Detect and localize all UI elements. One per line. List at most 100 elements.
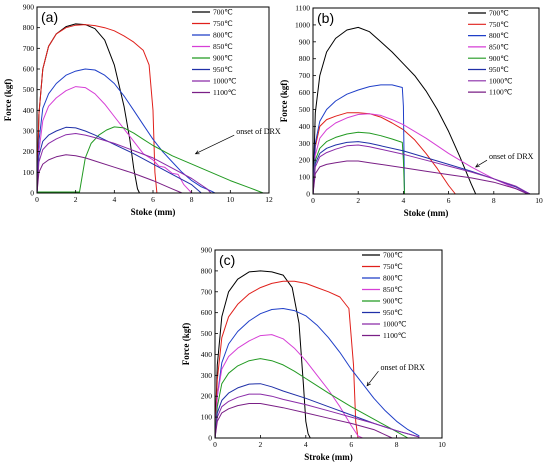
- y-tick-label: 800: [299, 54, 311, 63]
- x-tick-label: 12: [265, 195, 273, 204]
- legend-label-950: 950℃: [383, 308, 403, 317]
- plot-frame: [312, 7, 540, 195]
- series-line-1100: [312, 160, 528, 195]
- annotation-drx: onset of DRX: [194, 127, 281, 155]
- panel-label: (c): [219, 252, 235, 268]
- y-tick-label: 500: [201, 329, 213, 338]
- y-tick-label: 800: [201, 266, 213, 275]
- y-tick-label: 600: [23, 65, 35, 74]
- legend-label-750: 750℃: [213, 19, 233, 28]
- annotation-text: onset of DRX: [380, 363, 425, 372]
- series-line-750: [214, 280, 359, 439]
- series-line-1000: [312, 144, 531, 195]
- legend-label-900: 900℃: [213, 54, 233, 63]
- series-line-1100: [214, 403, 393, 439]
- x-tick-label: 4: [304, 440, 308, 449]
- x-tick-label: 10: [438, 440, 446, 449]
- legend-label-950: 950℃: [489, 65, 509, 74]
- x-tick-label: 8: [492, 196, 496, 205]
- x-tick-label: 8: [395, 440, 399, 449]
- series-line-700: [214, 270, 311, 439]
- annotation-arrow: [475, 159, 488, 168]
- y-tick-label: 700: [23, 44, 35, 53]
- y-axis-label: Force (kgf): [181, 323, 191, 366]
- y-tick-label: 1000: [295, 20, 310, 29]
- legend-label-700: 700℃: [213, 8, 233, 17]
- series-line-750: [312, 112, 456, 195]
- x-tick-label: 6: [151, 195, 155, 204]
- series-line-700: [36, 23, 140, 194]
- y-tick-label: 200: [201, 392, 213, 401]
- panel-label: (a): [41, 9, 58, 25]
- series-line-1100: [36, 154, 183, 194]
- series-line-950: [312, 141, 531, 195]
- x-tick-label: 10: [227, 195, 235, 204]
- plot-frame: [36, 6, 270, 194]
- legend-label-700: 700℃: [489, 9, 509, 18]
- series-line-900: [312, 131, 405, 195]
- x-tick-label: 2: [356, 196, 360, 205]
- x-tick-label: 4: [112, 195, 116, 204]
- legend-label-800: 800℃: [213, 31, 233, 40]
- legend-label-750: 750℃: [383, 262, 403, 271]
- series-line-1000: [36, 133, 212, 194]
- x-tick-label: 0: [213, 440, 217, 449]
- y-tick-label: 400: [201, 350, 213, 359]
- annotation-arrow: [195, 134, 235, 155]
- y-tick-label: 300: [299, 139, 311, 148]
- annotation-arrowhead: [194, 150, 200, 155]
- y-tick-label: 1100: [295, 4, 310, 13]
- series-line-850: [312, 113, 531, 195]
- series-line-800: [312, 84, 405, 195]
- legend-label-1000: 1000℃: [383, 320, 407, 329]
- series-line-950: [36, 126, 202, 194]
- y-tick-label: 400: [299, 122, 311, 131]
- y-tick-label: 100: [201, 413, 213, 422]
- series-group: [312, 26, 531, 195]
- annotation-arrow: [366, 370, 379, 386]
- legend-label-1100: 1100℃: [213, 88, 237, 97]
- x-tick-label: 4: [402, 196, 406, 205]
- x-tick-label: 6: [447, 196, 451, 205]
- y-tick-label: 600: [201, 308, 213, 317]
- x-tick-label: 2: [74, 195, 78, 204]
- x-tick-label: 8: [190, 195, 194, 204]
- x-tick-label: 2: [259, 440, 263, 449]
- series-group: [36, 23, 264, 194]
- chart-panel-1: 0 2 4 6 8 10 12 0 100 200 300 400 500 600 700 800 900 Sto…: [3, 3, 281, 218]
- series-group: [214, 270, 420, 439]
- legend-label-1100: 1100℃: [489, 88, 513, 97]
- x-axis-label: Stoke (mm): [131, 207, 176, 217]
- annotation-arrowhead: [366, 381, 371, 387]
- x-tick-label: 0: [311, 196, 315, 205]
- legend: 700℃ 750℃ 800℃ 850℃ 900℃ 950℃ 1000℃ 1100℃: [362, 251, 407, 340]
- y-tick-label: 500: [23, 85, 35, 94]
- x-tick-label: 10: [535, 196, 543, 205]
- series-line-800: [214, 308, 420, 439]
- plot-frame: [214, 249, 443, 439]
- legend-label-850: 850℃: [383, 285, 403, 294]
- legend-label-850: 850℃: [213, 42, 233, 51]
- y-tick-label: 0: [208, 434, 212, 443]
- x-axis-label: Stroke (mm): [304, 452, 353, 462]
- legend-label-900: 900℃: [383, 297, 403, 306]
- panel-label: (b): [317, 10, 334, 26]
- y-tick-label: 800: [23, 23, 35, 32]
- series-line-900: [214, 358, 409, 439]
- x-axis-label: Stoke (mm): [404, 208, 449, 218]
- chart-panel-3: 0 2 4 6 8 100100200300400500600700800900Strok…: [181, 246, 446, 463]
- legend-label-1100: 1100℃: [383, 331, 407, 340]
- legend: 700℃ 750℃ 800℃ 850℃ 900℃ 950℃ 1000℃ 1100℃: [192, 8, 237, 97]
- y-tick-label: 100: [23, 168, 35, 177]
- y-axis-label: Force (kgf): [279, 80, 289, 123]
- y-tick-label: 200: [299, 156, 311, 165]
- y-tick-label: 0: [306, 190, 310, 199]
- x-tick-label: 6: [349, 440, 353, 449]
- y-tick-label: 900: [299, 37, 311, 46]
- series-line-850: [214, 334, 363, 439]
- legend-label-800: 800℃: [383, 274, 403, 283]
- y-tick-label: 700: [201, 287, 213, 296]
- y-tick-label: 500: [299, 105, 311, 114]
- annotation-text: onset of DRX: [236, 127, 281, 136]
